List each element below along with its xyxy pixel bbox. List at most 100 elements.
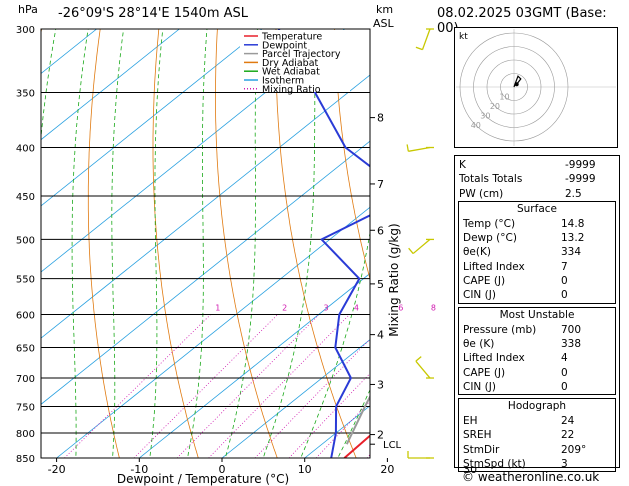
temperature-tick-label: -10 bbox=[130, 463, 148, 476]
index-label: Pressure (mb) bbox=[463, 323, 537, 336]
index-label: Dewp (°C) bbox=[463, 232, 517, 245]
wind-barb-flag bbox=[408, 247, 414, 254]
index-row: EH 24 bbox=[459, 414, 615, 428]
index-value: 0 bbox=[561, 380, 568, 393]
height-tick-label: 6 bbox=[377, 224, 384, 237]
index-row: StmSpd (kt) 3 bbox=[459, 457, 615, 471]
hodograph-ring-label: 30 bbox=[480, 112, 490, 121]
isotherm-line bbox=[221, 339, 370, 458]
mixing-ratio-line bbox=[254, 338, 370, 458]
mixing-ratio-line bbox=[64, 314, 211, 458]
pressure-tick-label: 600 bbox=[16, 311, 35, 322]
pressure-tick-label: 400 bbox=[16, 144, 35, 155]
asl-label: ASL bbox=[373, 17, 394, 30]
dry-adiabat-line bbox=[215, 29, 278, 458]
index-row: CAPE (J) 0 bbox=[459, 274, 615, 288]
pressure-tick-label: 500 bbox=[16, 235, 35, 246]
index-value: 0 bbox=[561, 289, 568, 302]
temperature-tick-label: 20 bbox=[380, 463, 394, 476]
hodograph-title: Hodograph bbox=[507, 400, 567, 413]
pressure-tick-label: 850 bbox=[16, 454, 35, 465]
index-row: Lifted Index 7 bbox=[459, 260, 615, 274]
index-value: 4 bbox=[561, 352, 568, 365]
surface-title: Surface bbox=[516, 202, 557, 215]
dry-adiabat-line bbox=[152, 29, 199, 458]
index-value: 22 bbox=[561, 429, 575, 442]
index-row: SREH 22 bbox=[459, 428, 615, 442]
index-row: Totals Totals -9999 bbox=[455, 172, 619, 186]
wet-adiabat-line bbox=[111, 29, 125, 458]
index-value: 0 bbox=[561, 275, 568, 288]
pressure-tick-label: 700 bbox=[16, 374, 35, 385]
index-label: SREH bbox=[463, 429, 492, 442]
pressure-tick-label: 450 bbox=[16, 192, 35, 203]
most-unstable-box: Most Unstable Pressure (mb) 700 θe (K) 338 L… bbox=[458, 306, 616, 396]
index-label: PW (cm) bbox=[459, 187, 504, 200]
copyright-footer[interactable]: © weatheronline.co.uk bbox=[462, 470, 600, 484]
index-value: 3 bbox=[561, 458, 568, 471]
wind-barb-shaft bbox=[415, 360, 431, 379]
wet-adiabat-line bbox=[300, 230, 370, 458]
index-label: Lifted Index bbox=[463, 260, 525, 273]
pressure-tick-label: 300 bbox=[16, 25, 35, 36]
index-label: Totals Totals bbox=[459, 173, 523, 186]
wet-adiabat-line bbox=[41, 29, 57, 142]
wet-adiabat-line bbox=[187, 29, 208, 458]
index-row: Temp (°C) 14.8 bbox=[459, 217, 615, 231]
height-tick-label: 5 bbox=[377, 278, 384, 291]
height-tick-label: 3 bbox=[377, 378, 384, 391]
dry-adiabat-line bbox=[334, 29, 370, 281]
index-label: K bbox=[459, 159, 466, 171]
hodograph-ring bbox=[500, 73, 528, 101]
index-row: CAPE (J) 0 bbox=[459, 366, 615, 380]
index-value: 7 bbox=[561, 260, 568, 273]
dry-adiabat-line bbox=[625, 15, 629, 458]
legend-label: Isotherm bbox=[262, 76, 304, 87]
isotherm-line bbox=[41, 29, 97, 75]
index-row: Lifted Index 4 bbox=[459, 351, 615, 365]
index-label: θe(K) bbox=[463, 246, 491, 259]
index-value: 334 bbox=[561, 246, 582, 259]
index-row: PW (cm) 2.5 bbox=[455, 187, 619, 201]
index-row: Dewp (°C) 13.2 bbox=[459, 231, 615, 245]
wind-barb-shaft bbox=[421, 28, 431, 50]
pressure-tick-label: 750 bbox=[16, 402, 35, 413]
mixing-ratio-label: 4 bbox=[354, 304, 359, 313]
hodograph-ring bbox=[473, 46, 555, 128]
legend-label: Temperature bbox=[261, 32, 322, 43]
wind-barb-flag bbox=[415, 46, 423, 51]
index-value: 0 bbox=[561, 366, 568, 379]
index-label: CAPE (J) bbox=[463, 366, 506, 379]
mixing-ratio-line bbox=[288, 372, 370, 458]
storm-motion-marker bbox=[514, 82, 519, 87]
mixing-ratio-label: 3 bbox=[323, 304, 328, 313]
wet-adiabat-line bbox=[149, 29, 164, 458]
isotherm-line bbox=[0, 29, 14, 458]
index-row: K -9999 bbox=[455, 158, 619, 172]
km-label: km bbox=[376, 3, 394, 16]
height-tick-label: 4 bbox=[377, 329, 384, 342]
index-value: -9999 bbox=[565, 173, 596, 186]
datetime-title: 08.02.2025 03GMT (Base: 00) bbox=[437, 6, 607, 36]
mixing-ratio-line bbox=[208, 314, 350, 458]
index-label: CIN (J) bbox=[463, 380, 496, 393]
index-value: 209° bbox=[561, 443, 587, 456]
index-row: CIN (J) 0 bbox=[459, 288, 615, 302]
temperature-tick-label: 10 bbox=[298, 463, 312, 476]
index-row: CIN (J) 0 bbox=[459, 380, 615, 394]
mixing-ratio-label: 2 bbox=[282, 304, 287, 313]
index-row: θe(K) 334 bbox=[459, 245, 615, 259]
mixing-ratio-line bbox=[133, 314, 278, 458]
x-axis-label: Dewpoint / Temperature (°C) bbox=[117, 472, 289, 486]
index-label: StmSpd (kt) bbox=[463, 458, 526, 471]
index-value: 338 bbox=[561, 337, 582, 350]
temperature-line bbox=[343, 434, 370, 458]
wind-barb-flag bbox=[415, 356, 422, 362]
height-tick-label: 7 bbox=[377, 178, 384, 191]
plot-frame bbox=[40, 28, 371, 459]
index-value: 2.5 bbox=[565, 187, 582, 200]
isotherm-line bbox=[139, 272, 370, 458]
index-row: θe (K) 338 bbox=[459, 337, 615, 351]
legend-label: Mixing Ratio bbox=[262, 84, 321, 95]
